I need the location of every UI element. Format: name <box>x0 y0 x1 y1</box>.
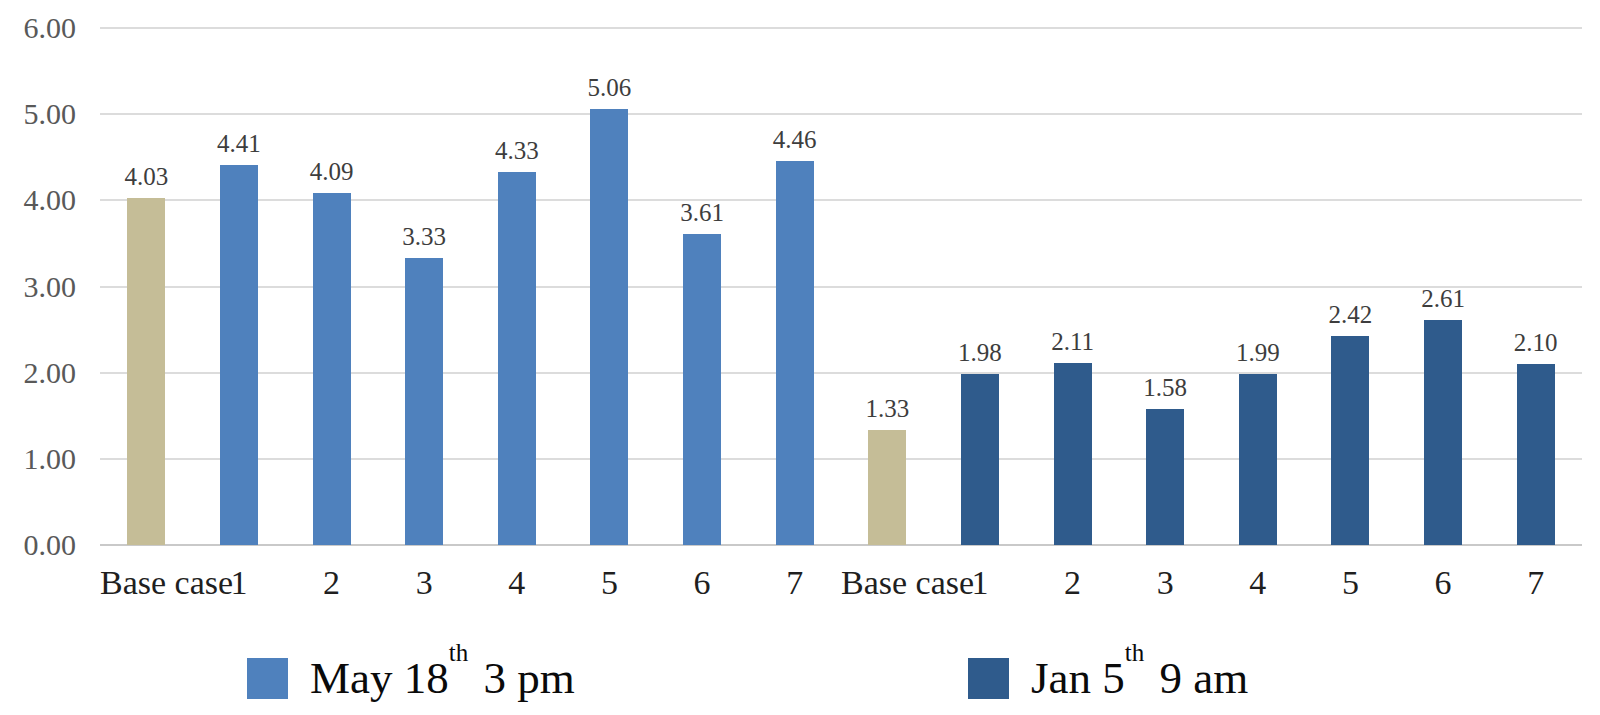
bar-slot: 3.61 <box>656 28 749 545</box>
bar-value-label: 2.10 <box>1514 330 1558 355</box>
bar <box>127 198 165 545</box>
x-axis-label: 3 <box>1119 560 1212 606</box>
x-axis-label: Base case <box>841 560 934 606</box>
bar <box>1331 336 1369 545</box>
bar-slot: 4.09 <box>285 28 378 545</box>
y-axis-tick-label: 1.00 <box>0 444 76 474</box>
bar-value-label: 4.09 <box>310 159 354 184</box>
bar <box>1517 364 1555 545</box>
bar-slot: 2.61 <box>1397 28 1490 545</box>
bar-slot: 2.42 <box>1304 28 1397 545</box>
legend-item-jan: Jan 5th 9 am <box>968 650 1248 706</box>
bar-slot: 1.33 <box>841 28 934 545</box>
bar <box>313 193 351 545</box>
y-axis-tick-label: 4.00 <box>0 185 76 215</box>
bar-value-label: 4.33 <box>495 138 539 163</box>
bar <box>405 258 443 545</box>
bar-slot: 3.33 <box>378 28 471 545</box>
bar-slot: 2.11 <box>1026 28 1119 545</box>
x-axis-label: 7 <box>748 560 841 606</box>
bar-slot: 4.41 <box>193 28 286 545</box>
bar-slot: 4.33 <box>471 28 564 545</box>
bar-value-label: 2.61 <box>1421 286 1465 311</box>
bar <box>1146 409 1184 545</box>
legend-label-may: May 18th 3 pm <box>310 656 575 701</box>
plot-area: 4.03 4.41 4.09 3.33 4.33 5.06 3.61 4.46 1.33 1.98… <box>100 28 1582 545</box>
x-axis-label: 6 <box>656 560 749 606</box>
bar-value-label: 4.03 <box>124 164 168 189</box>
x-axis-label: 3 <box>378 560 471 606</box>
bar <box>776 161 814 545</box>
bar-value-label: 4.41 <box>217 131 261 156</box>
x-axis-label: Base case <box>100 560 193 606</box>
bar-slot: 1.98 <box>934 28 1027 545</box>
legend-swatch-may <box>247 658 288 699</box>
bar-chart-figure: 0.001.002.003.004.005.006.00 4.034.414.0… <box>0 0 1600 715</box>
bar-value-label: 1.33 <box>865 396 909 421</box>
y-axis-tick-label: 6.00 <box>0 13 76 43</box>
bar-slot: 5.06 <box>563 28 656 545</box>
bar-value-label: 1.58 <box>1143 375 1187 400</box>
y-axis-tick-label: 0.00 <box>0 530 76 560</box>
legend-swatch-jan <box>968 658 1009 699</box>
x-axis-label: 7 <box>1489 560 1582 606</box>
legend-label-jan: Jan 5th 9 am <box>1031 656 1248 701</box>
bar <box>1054 363 1092 545</box>
bar <box>683 234 721 545</box>
x-axis-label: 1 <box>934 560 1027 606</box>
x-axis: Base case1234567Base case1234567 <box>100 560 1582 606</box>
bar-value-label: 1.98 <box>958 340 1002 365</box>
bar <box>1424 320 1462 545</box>
bar-value-label: 3.61 <box>680 200 724 225</box>
legend-item-may: May 18th 3 pm <box>247 650 575 706</box>
bar-value-label: 2.11 <box>1051 329 1094 354</box>
y-axis: 0.001.002.003.004.005.006.00 <box>0 28 76 545</box>
bar <box>498 172 536 545</box>
bar-slot: 1.99 <box>1212 28 1305 545</box>
y-axis-tick-label: 3.00 <box>0 272 76 302</box>
bar-value-label: 2.42 <box>1329 302 1373 327</box>
x-axis-label: 2 <box>1026 560 1119 606</box>
x-axis-label: 4 <box>1212 560 1305 606</box>
x-axis-label: 6 <box>1397 560 1490 606</box>
bar-slot: 1.58 <box>1119 28 1212 545</box>
bar <box>220 165 258 545</box>
bar <box>868 430 906 545</box>
x-axis-label: 1 <box>193 560 286 606</box>
bar <box>961 374 999 545</box>
bar-slot: 2.10 <box>1489 28 1582 545</box>
x-axis-label: 5 <box>563 560 656 606</box>
x-axis-label: 2 <box>285 560 378 606</box>
bar <box>1239 374 1277 545</box>
bar-value-label: 1.99 <box>1236 340 1280 365</box>
x-axis-label: 4 <box>471 560 564 606</box>
bar <box>590 109 628 545</box>
bar-value-label: 5.06 <box>588 75 632 100</box>
y-axis-tick-label: 2.00 <box>0 358 76 388</box>
bar-slot: 4.46 <box>748 28 841 545</box>
y-axis-tick-label: 5.00 <box>0 99 76 129</box>
bar-slot: 4.03 <box>100 28 193 545</box>
x-axis-label: 5 <box>1304 560 1397 606</box>
bar-value-label: 3.33 <box>402 224 446 249</box>
bar-value-label: 4.46 <box>773 127 817 152</box>
